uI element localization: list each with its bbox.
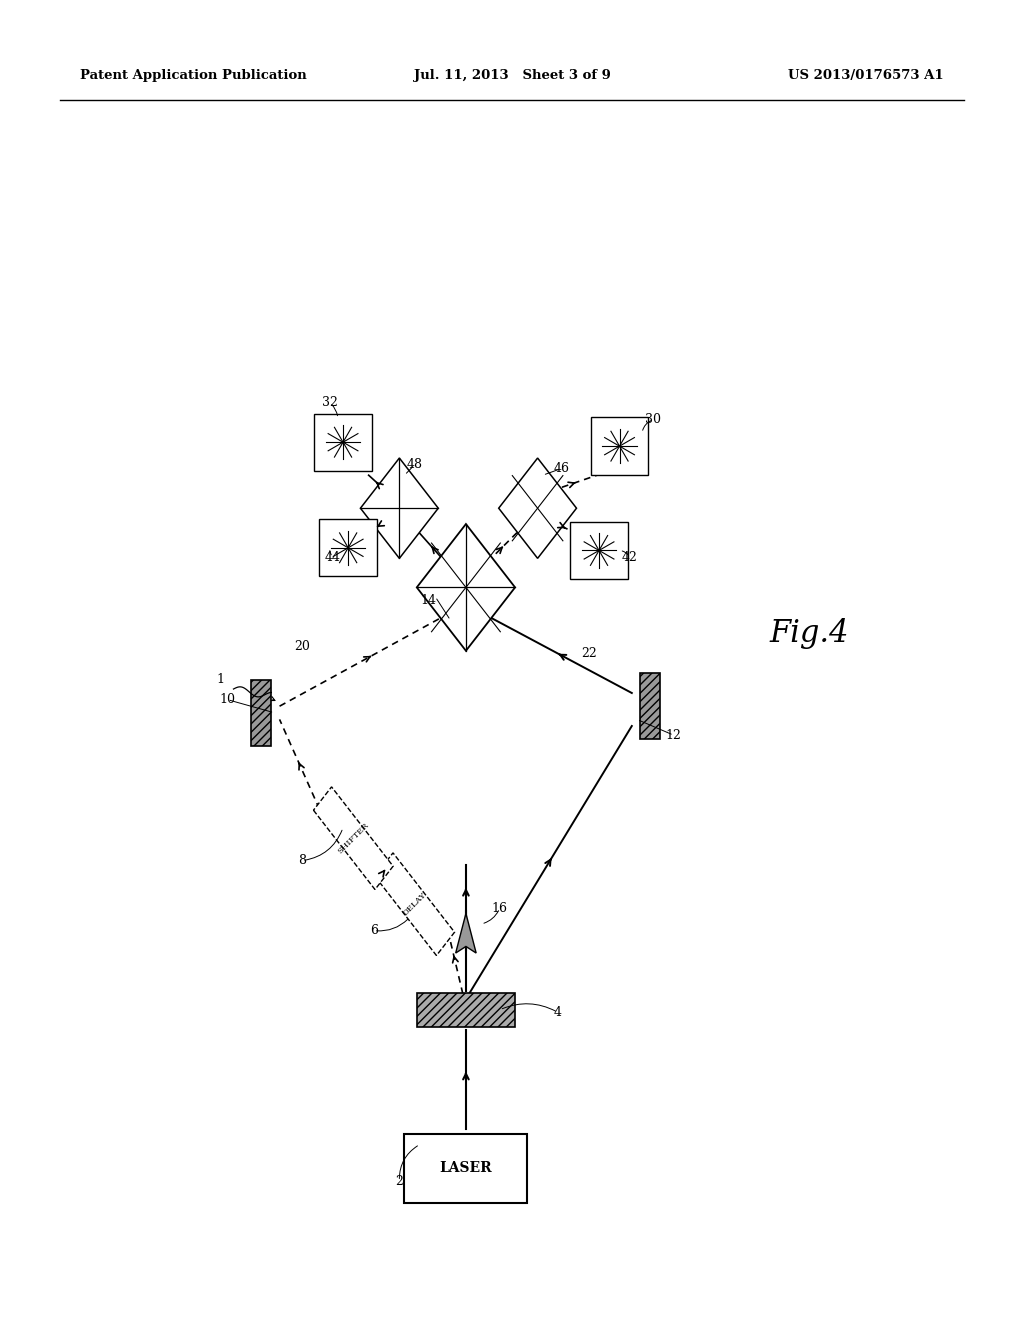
Bar	[418, 993, 515, 1027]
Text: DELAY: DELAY	[401, 891, 428, 917]
Text: 22: 22	[581, 647, 597, 660]
Polygon shape	[313, 787, 393, 890]
Text: Patent Application Publication: Patent Application Publication	[80, 69, 307, 82]
Text: 2: 2	[395, 1175, 403, 1188]
Text: 12: 12	[666, 729, 682, 742]
Text: 20: 20	[294, 640, 310, 653]
Bar	[570, 521, 628, 579]
Text: 14: 14	[420, 594, 436, 607]
Text: 4: 4	[554, 1006, 562, 1019]
Bar	[404, 1134, 527, 1203]
Bar	[251, 680, 271, 746]
Bar	[319, 519, 377, 577]
Text: 46: 46	[553, 462, 569, 475]
Text: 16: 16	[492, 902, 508, 915]
Text: 1: 1	[216, 673, 224, 686]
Polygon shape	[375, 853, 455, 956]
Bar	[640, 673, 660, 739]
Text: 44: 44	[325, 550, 341, 564]
Text: 30: 30	[645, 413, 662, 426]
Text: 48: 48	[407, 458, 423, 471]
Text: US 2013/0176573 A1: US 2013/0176573 A1	[788, 69, 944, 82]
Text: LASER: LASER	[439, 1162, 493, 1175]
Text: Jul. 11, 2013   Sheet 3 of 9: Jul. 11, 2013 Sheet 3 of 9	[414, 69, 610, 82]
Polygon shape	[499, 458, 577, 558]
Text: 6: 6	[370, 924, 378, 937]
Text: SHIFTER: SHIFTER	[336, 821, 371, 855]
Text: 8: 8	[298, 854, 306, 867]
Bar	[314, 413, 372, 471]
Polygon shape	[456, 913, 476, 953]
Polygon shape	[360, 458, 438, 558]
Bar	[591, 417, 648, 475]
Text: 32: 32	[322, 396, 338, 409]
Polygon shape	[417, 524, 515, 651]
Text: 42: 42	[622, 550, 638, 564]
Text: Fig.4: Fig.4	[769, 618, 849, 649]
Text: 10: 10	[219, 693, 236, 706]
